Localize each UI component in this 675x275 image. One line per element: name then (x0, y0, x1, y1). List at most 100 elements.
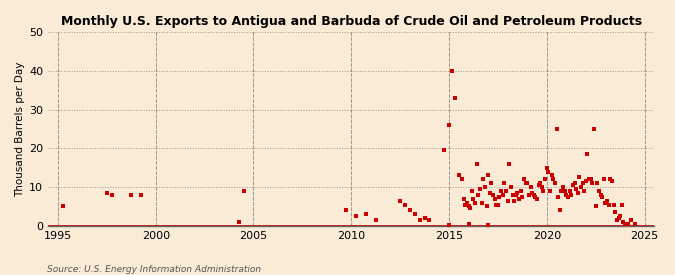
Point (569, 181, 580, 185)
Point (443, 222, 454, 227)
Point (580, 179, 591, 183)
Point (487, 193, 498, 197)
Point (613, 216, 624, 220)
Point (450, 96, 461, 100)
Point (419, 216, 430, 220)
Point (454, 173, 464, 178)
Point (57, 204, 68, 209)
Point (371, 218, 381, 222)
Y-axis label: Thousand Barrels per Day: Thousand Barrels per Day (15, 61, 25, 197)
Point (540, 177, 551, 182)
Point (543, 169, 554, 174)
Point (590, 204, 601, 209)
Point (579, 189, 590, 193)
Point (460, 202, 470, 207)
Point (570, 187, 581, 191)
Point (593, 189, 604, 193)
Point (464, 206, 475, 211)
Point (404, 208, 415, 213)
Point (126, 193, 136, 197)
Point (478, 177, 489, 182)
Point (599, 177, 610, 182)
Point (605, 177, 616, 182)
Point (526, 191, 537, 195)
Point (512, 191, 523, 195)
Point (475, 187, 485, 191)
Point (514, 197, 524, 201)
Point (439, 148, 450, 152)
Point (574, 175, 585, 180)
Point (496, 189, 507, 193)
Point (558, 185, 568, 189)
Point (584, 177, 595, 182)
Point (468, 197, 479, 201)
Point (523, 193, 534, 197)
Point (629, 222, 640, 226)
Point (506, 185, 516, 189)
Point (538, 189, 549, 193)
Point (529, 193, 539, 197)
Point (471, 162, 482, 166)
Point (507, 193, 518, 197)
Point (447, 68, 458, 73)
Title: Monthly U.S. Exports to Antigua and Barbuda of Crude Oil and Petroleum Products: Monthly U.S. Exports to Antigua and Barb… (61, 15, 642, 28)
Point (572, 191, 583, 195)
Point (499, 181, 510, 185)
Point (549, 181, 560, 185)
Point (493, 202, 504, 207)
Point (351, 214, 362, 218)
Point (395, 199, 406, 203)
Point (462, 200, 472, 205)
Point (136, 193, 146, 197)
Point (535, 181, 545, 185)
Point (481, 204, 492, 209)
Point (463, 222, 474, 226)
Point (483, 173, 493, 178)
Point (473, 193, 484, 197)
Point (489, 197, 500, 201)
Point (533, 183, 544, 187)
Point (101, 191, 112, 195)
Point (560, 189, 570, 193)
Point (486, 181, 497, 185)
Point (541, 166, 552, 170)
Point (509, 199, 520, 203)
Point (502, 199, 513, 203)
Point (483, 222, 493, 227)
Point (626, 218, 637, 222)
Point (504, 162, 514, 166)
Point (561, 193, 572, 197)
Point (623, 222, 634, 226)
Point (501, 189, 512, 193)
Point (554, 208, 565, 213)
Point (597, 195, 608, 199)
Point (601, 199, 612, 203)
Text: Source: U.S. Energy Information Administration: Source: U.S. Energy Information Administ… (47, 265, 261, 274)
Point (608, 202, 619, 207)
Point (612, 218, 622, 222)
Point (238, 189, 249, 193)
Point (589, 127, 599, 131)
Point (457, 177, 468, 182)
Point (479, 185, 490, 189)
Point (515, 189, 526, 193)
Point (360, 212, 371, 216)
Point (553, 195, 564, 199)
Point (615, 214, 626, 218)
Point (568, 183, 578, 187)
Point (424, 218, 435, 222)
Point (497, 193, 508, 197)
Point (585, 177, 596, 182)
Point (409, 212, 420, 216)
Point (517, 195, 528, 199)
Point (620, 222, 630, 226)
Point (556, 189, 567, 193)
Point (548, 177, 559, 182)
Point (494, 195, 505, 199)
Point (577, 181, 588, 185)
Point (618, 220, 629, 224)
Point (466, 189, 477, 193)
Point (587, 181, 598, 185)
Point (616, 202, 627, 207)
Point (484, 191, 495, 195)
